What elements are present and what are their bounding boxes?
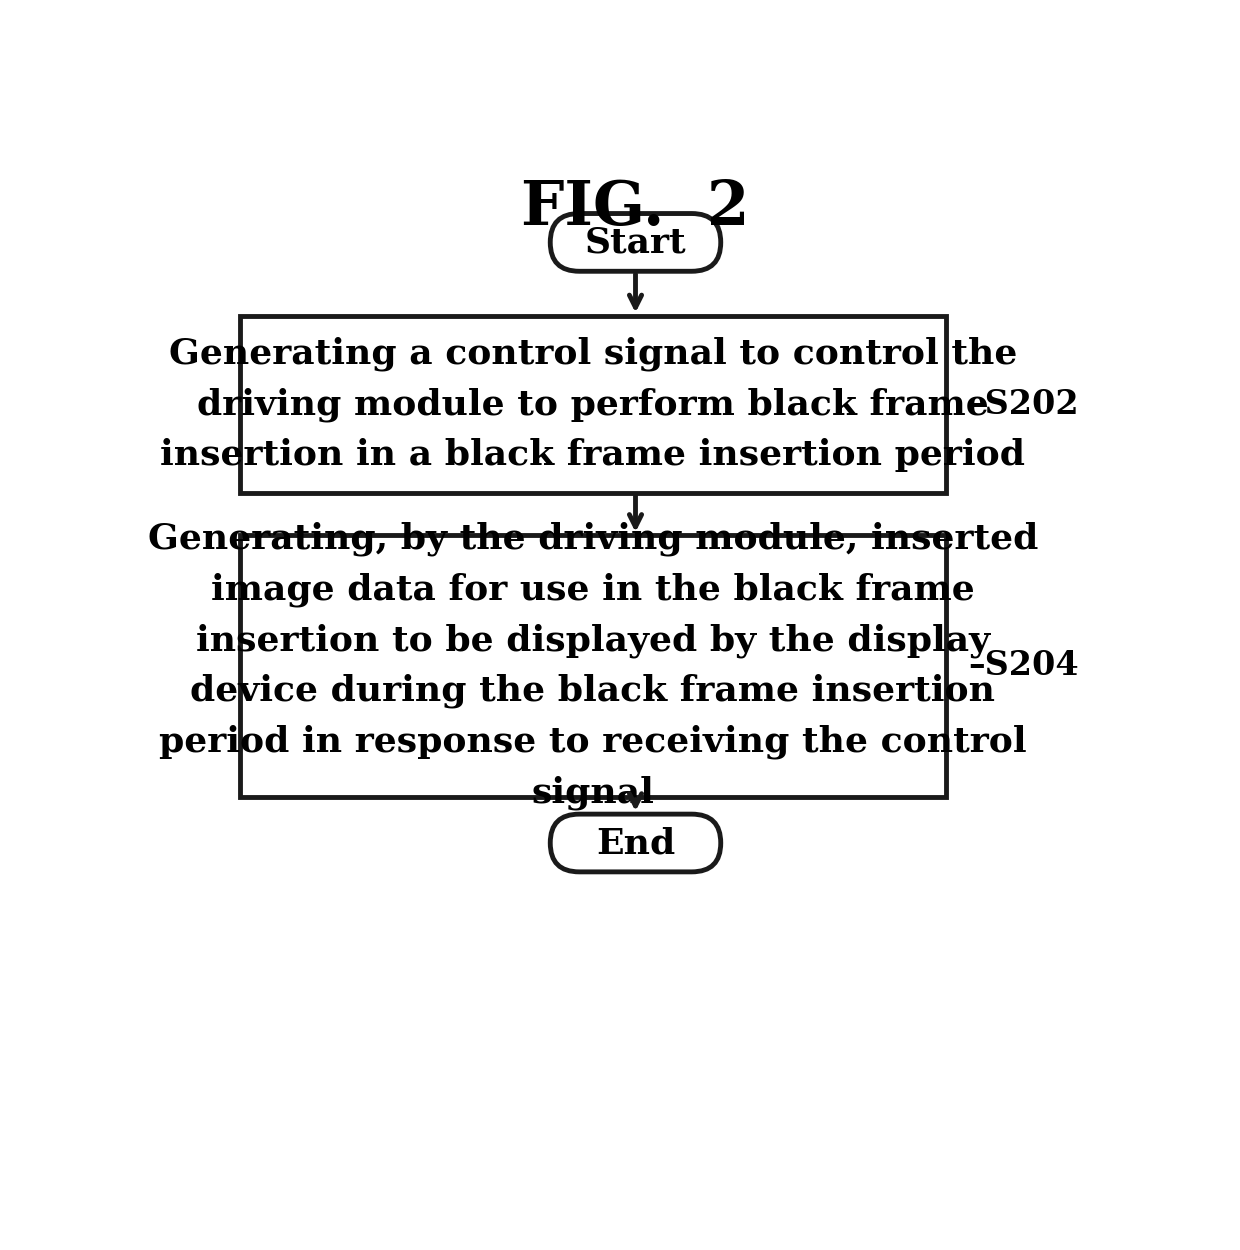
Text: Generating, by the driving module, inserted
image data for use in the black fram: Generating, by the driving module, inser… — [148, 522, 1038, 810]
FancyBboxPatch shape — [551, 214, 720, 271]
Text: Generating a control signal to control the
driving module to perform black frame: Generating a control signal to control t… — [160, 336, 1025, 471]
Bar — [241, 535, 945, 796]
FancyBboxPatch shape — [551, 814, 720, 872]
Text: Start: Start — [585, 225, 686, 260]
Text: –S204: –S204 — [968, 650, 1079, 682]
Bar — [241, 315, 945, 492]
Text: FIG.  2: FIG. 2 — [521, 177, 750, 238]
Text: –S202: –S202 — [968, 388, 1079, 420]
Text: End: End — [596, 826, 675, 860]
